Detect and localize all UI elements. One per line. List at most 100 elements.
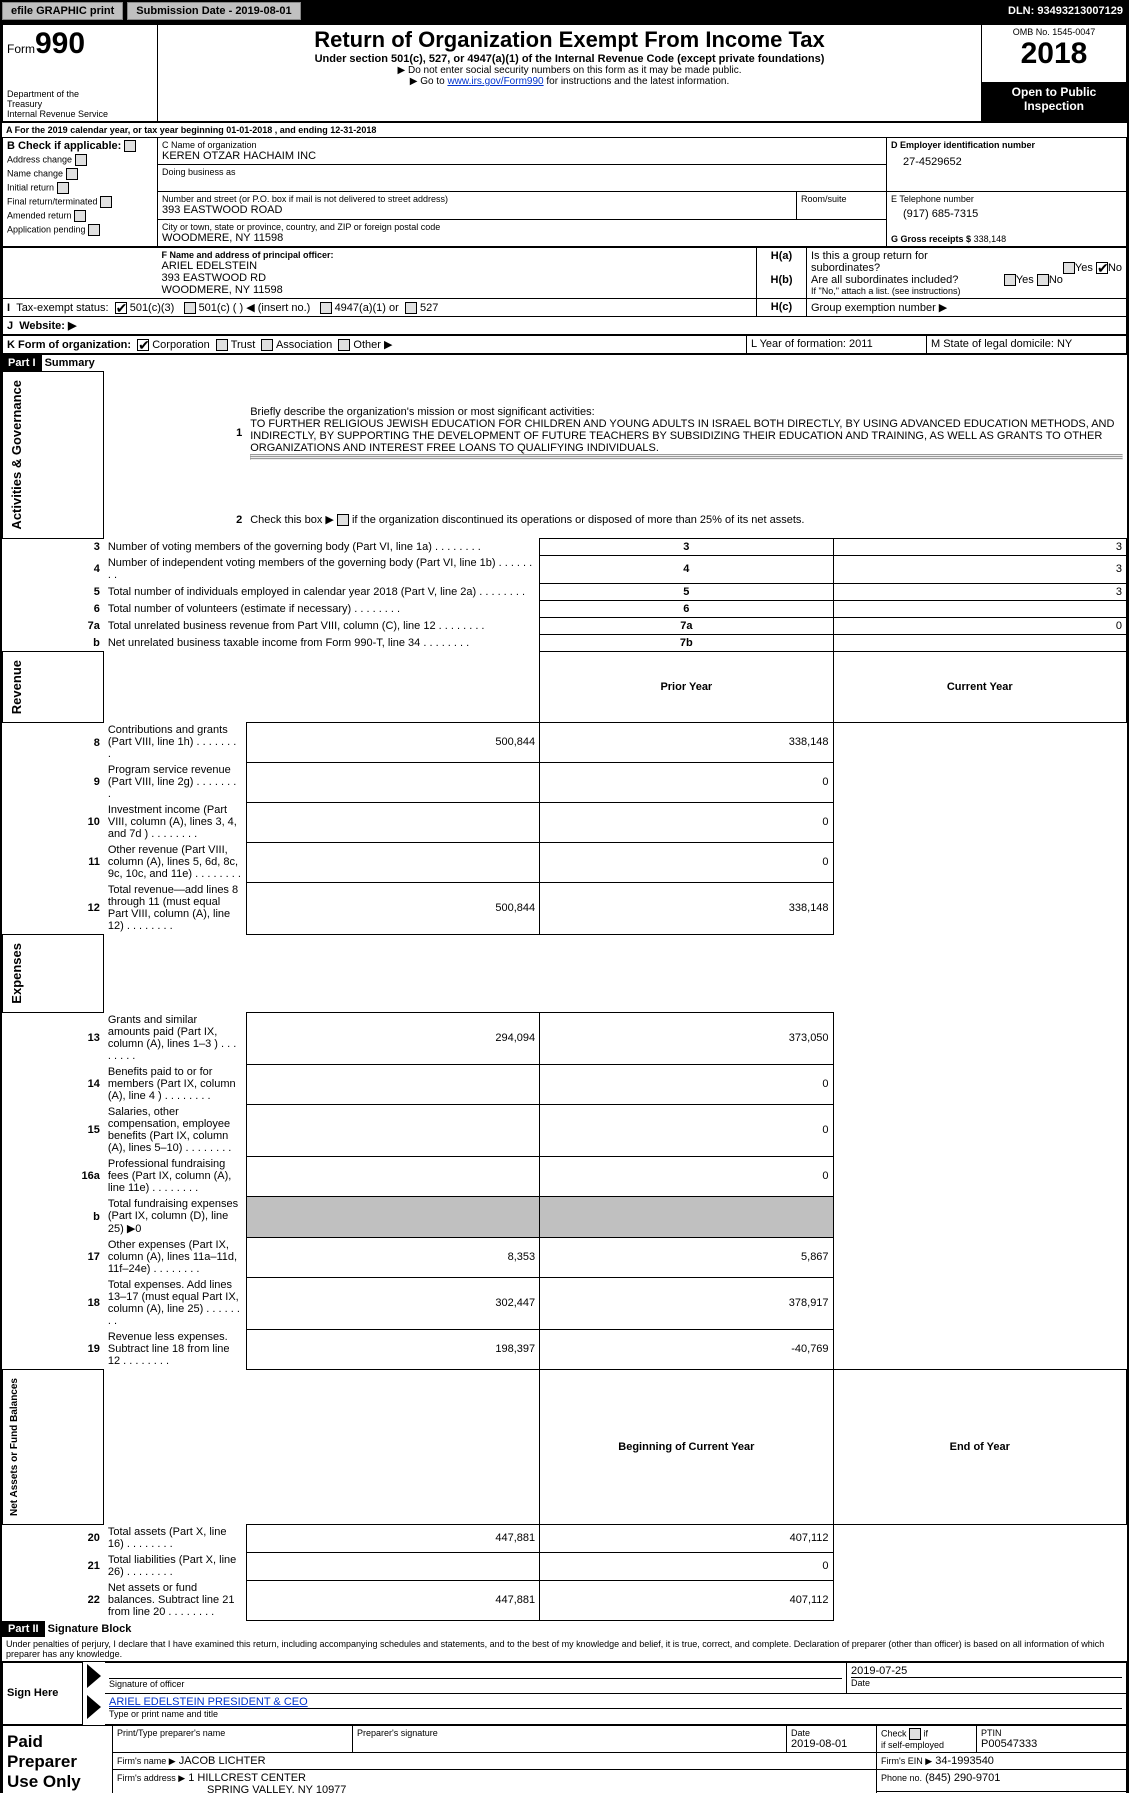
- dept-line2: Treasury: [7, 99, 153, 109]
- part1-bar: Part I: [2, 355, 42, 371]
- hb-no-check[interactable]: [1037, 274, 1049, 286]
- i-501c3-check[interactable]: [115, 302, 127, 314]
- l-label: L Year of formation: 2011: [747, 336, 927, 354]
- sig-arrow-icon: [87, 1664, 101, 1688]
- k-assoc: Association: [276, 339, 332, 351]
- ha-yes-check[interactable]: [1063, 262, 1075, 274]
- ptin-label: PTIN: [981, 1728, 1122, 1738]
- officer-addr2: WOODMERE, NY 11598: [162, 284, 753, 296]
- m-label: M State of legal domicile: NY: [927, 336, 1127, 354]
- gross-receipts: 338,148: [974, 234, 1007, 244]
- b-item: Amended return: [7, 210, 153, 222]
- dept-line3: Internal Revenue Service: [7, 109, 153, 119]
- officer-name-link[interactable]: ARIEL EDELSTEIN PRESIDENT & CEO: [109, 1696, 308, 1708]
- self-emp-check[interactable]: [909, 1728, 921, 1740]
- yes-label: Yes: [1075, 262, 1093, 274]
- no-label: No: [1108, 262, 1122, 274]
- k-other: Other ▶: [353, 339, 392, 351]
- irs-link[interactable]: www.irs.gov/Form990: [447, 76, 543, 87]
- d-label: D Employer identification number: [891, 140, 1122, 150]
- b-item: Final return/terminated: [7, 196, 153, 208]
- sig-officer-label: Signature of officer: [109, 1679, 842, 1689]
- vlabel-exp: Expenses: [7, 937, 26, 1010]
- ptin-value: P00547333: [981, 1738, 1122, 1750]
- k-other-check[interactable]: [338, 339, 350, 351]
- ha-label2: subordinates?: [811, 262, 880, 274]
- type-name-label: Type or print name and title: [109, 1709, 1122, 1719]
- b-item-check[interactable]: [75, 154, 87, 166]
- firm-addr1: 1 HILLCREST CENTER: [188, 1772, 306, 1784]
- i-label: Tax-exempt status:: [16, 302, 108, 314]
- prior-year-header: Prior Year: [540, 651, 833, 722]
- i-527-check[interactable]: [405, 302, 417, 314]
- no-label2: No: [1049, 274, 1063, 286]
- line2-text: Check this box ▶ if the organization dis…: [250, 514, 804, 526]
- i-4947-check[interactable]: [320, 302, 332, 314]
- summary-table: Activities & Governance 1 Briefly descri…: [2, 371, 1127, 1620]
- j-label: Website: ▶: [19, 320, 76, 332]
- line1-label: Briefly describe the organization's miss…: [250, 406, 594, 418]
- k-trust-check[interactable]: [216, 339, 228, 351]
- i-501c: 501(c) ( ) ◀ (insert no.): [199, 302, 311, 314]
- part2-title: Signature Block: [48, 1623, 132, 1635]
- dln-label: DLN: 93493213007129: [1008, 5, 1123, 17]
- ha-no-check[interactable]: [1096, 262, 1108, 274]
- yes-label2: Yes: [1016, 274, 1034, 286]
- g-label: G Gross receipts $: [891, 234, 971, 244]
- prep-name-label: Print/Type preparer's name: [117, 1728, 348, 1738]
- end-year-header: End of Year: [833, 1369, 1126, 1524]
- prep-sig-label: Preparer's signature: [357, 1728, 782, 1738]
- penalties-text: Under penalties of perjury, I declare th…: [2, 1637, 1127, 1662]
- calendar-year-line: A For the 2019 calendar year, or tax yea…: [2, 122, 1127, 137]
- b-item: Application pending: [7, 224, 153, 236]
- part1-title: Summary: [45, 357, 95, 369]
- omb-label: OMB No. 1545-0047: [986, 27, 1122, 37]
- c-label: C Name of organization: [162, 140, 882, 150]
- k-trust: Trust: [231, 339, 256, 351]
- b-item-check[interactable]: [74, 210, 86, 222]
- e-label: E Telephone number: [891, 194, 1122, 204]
- b-item-check[interactable]: [88, 224, 100, 236]
- firm-name-label: Firm's name ▶: [117, 1756, 176, 1766]
- i-527: 527: [420, 302, 438, 314]
- k-assoc-check[interactable]: [261, 339, 273, 351]
- hb-note: If "No," attach a list. (see instruction…: [811, 286, 1122, 296]
- firm-phone: (845) 290-9701: [925, 1772, 1000, 1784]
- b-check-main[interactable]: [124, 140, 136, 152]
- line2-check[interactable]: [337, 514, 349, 526]
- part2-bar: Part II: [2, 1621, 45, 1637]
- entity-block: B Check if applicable: Address change Na…: [2, 137, 1127, 247]
- self-emp-label: if self-employed: [881, 1740, 944, 1750]
- sign-here-label: Sign Here: [3, 1662, 83, 1724]
- firm-addr-label: Firm's address ▶: [117, 1773, 185, 1783]
- officer-addr1: 393 EASTWOOD RD: [162, 272, 753, 284]
- efile-button[interactable]: efile GRAPHIC print: [2, 2, 123, 20]
- firm-phone-label: Phone no.: [881, 1773, 922, 1783]
- sign-block: Sign Here Signature of officer 2019-07-2…: [2, 1662, 1127, 1725]
- k-corp-check[interactable]: [137, 339, 149, 351]
- open-public-badge: Open to Public Inspection: [982, 82, 1127, 121]
- city-value: WOODMERE, NY 11598: [162, 232, 882, 244]
- klm-block: K Form of organization: Corporation Trus…: [2, 335, 1127, 354]
- b-item-check[interactable]: [57, 182, 69, 194]
- instr-2-pre: ▶ Go to: [410, 76, 448, 87]
- sig-date-label: Date: [851, 1678, 1122, 1688]
- form-word: Form: [7, 42, 35, 56]
- instr-2-post: for instructions and the latest informat…: [544, 76, 730, 87]
- submission-date: Submission Date - 2019-08-01: [127, 2, 300, 20]
- hb-yes-check[interactable]: [1004, 274, 1016, 286]
- b-item: Address change: [7, 154, 153, 166]
- top-bar: efile GRAPHIC print Submission Date - 20…: [0, 0, 1129, 22]
- b-item-check[interactable]: [100, 196, 112, 208]
- check-if-label: Check: [881, 1728, 907, 1738]
- paid-label3: Use Only: [7, 1772, 108, 1792]
- b-label: B Check if applicable:: [7, 140, 153, 152]
- hb-label: Are all subordinates included?: [811, 274, 958, 286]
- vlabel-rev: Revenue: [7, 654, 26, 720]
- phone-value: (917) 685-7315: [891, 204, 1122, 220]
- street-address: 393 EASTWOOD ROAD: [162, 204, 792, 216]
- i-501c3: 501(c)(3): [130, 302, 175, 314]
- begin-year-header: Beginning of Current Year: [540, 1369, 833, 1524]
- b-item-check[interactable]: [66, 168, 78, 180]
- i-501c-check[interactable]: [184, 302, 196, 314]
